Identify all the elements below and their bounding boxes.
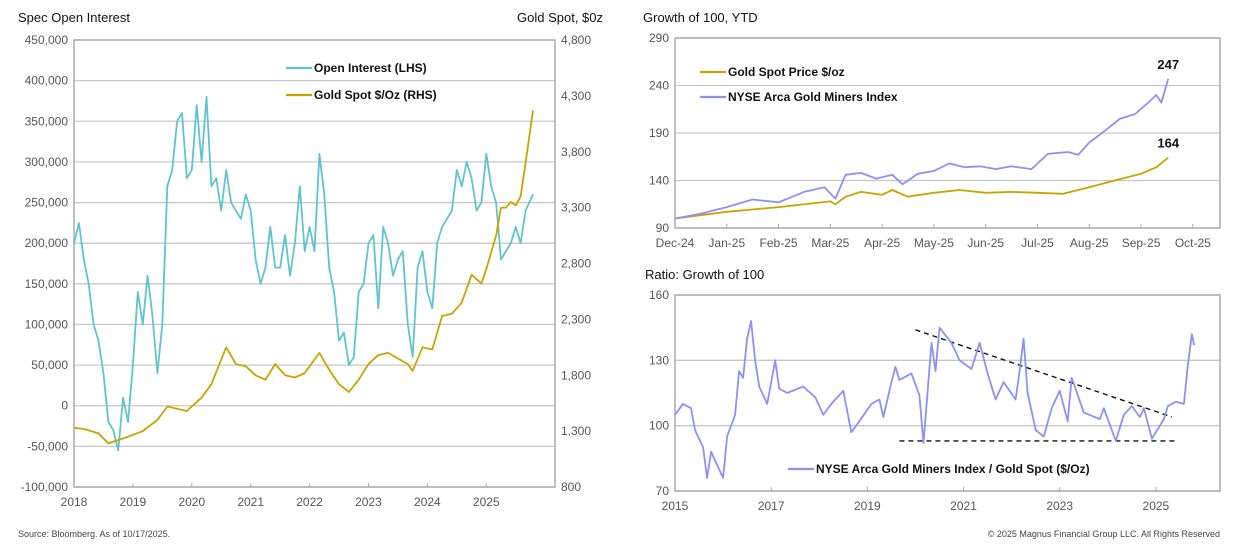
y-tick-label: 250,000 [25,196,69,210]
x-tick-label: Dec-24 [656,236,695,250]
y-tick-label: 70 [656,484,670,498]
x-tick-label: 2025 [473,495,500,509]
y-right-tick-label: 3,300 [561,201,591,215]
x-tick-label: 2024 [414,495,441,509]
x-tick-label: 2021 [237,495,264,509]
chart2-growth-ytd: 90 140 190 240 290 Dec-24 Jan-25 Feb-25 Mar-25 Ap… [649,31,1221,250]
x-tick-label: 2020 [178,495,205,509]
y-tick-label: 90 [656,221,670,235]
x-tick-label: Feb-25 [760,236,798,250]
y-tick-label: 300,000 [25,155,69,169]
y-tick-label: 140 [649,174,669,188]
y-right-tick-label: 1,300 [561,424,591,438]
series-line-1 [73,110,534,445]
series-line-0 [674,320,1195,479]
y-right-tick-label: 4,800 [561,33,591,47]
y-tick-label: 130 [649,353,669,367]
plot-frame [674,294,1221,492]
x-tick-label: 2021 [950,499,977,513]
x-tick-label: Jan-25 [708,236,745,250]
y-tick-label: 100,000 [25,317,69,331]
end-data-label: 164 [1157,136,1179,151]
y-tick-label: 240 [649,79,669,93]
x-tick-label: 2023 [355,495,382,509]
source-note: Source: Bloomberg. As of 10/17/2025. [18,529,170,539]
x-tick-label: 2022 [296,495,323,509]
x-tick-label: Apr-25 [864,236,900,250]
copyright-note: © 2025 Magnus Financial Group LLC. All R… [988,529,1220,539]
x-tick-label: 2017 [758,499,785,513]
y-tick-label: 100 [649,419,669,433]
y-tick-label: 400,000 [25,74,69,88]
y-tick-label: 450,000 [25,33,69,47]
series-line-0 [674,156,1169,220]
legend-label: Open Interest (LHS) [314,61,427,75]
x-tick-label: 2025 [1143,499,1170,513]
y-tick-label: 50,000 [31,358,68,372]
x-tick-label: Jul-25 [1021,236,1054,250]
y-tick-label: 160 [649,288,669,302]
chart1-left-axis-title: Spec Open Interest [18,10,130,25]
y-right-tick-label: 1,800 [561,368,591,382]
y-right-tick-label: 2,800 [561,257,591,271]
x-tick-label: Jun-25 [967,236,1004,250]
y-tick-label: 350,000 [25,114,69,128]
x-tick-label: Oct-25 [1175,236,1211,250]
x-tick-label: 2015 [662,499,689,513]
y-tick-label: 0 [61,399,68,413]
y-tick-label: -100,000 [21,480,69,494]
x-tick-label: 2019 [120,495,147,509]
x-tick-label: 2023 [1046,499,1073,513]
x-tick-label: 2018 [61,495,88,509]
y-tick-label: 150,000 [25,277,69,291]
x-tick-label: 2019 [854,499,881,513]
legend-label: NYSE Arca Gold Miners Index / Gold Spot … [816,462,1090,476]
chart2-title: Growth of 100, YTD [643,10,758,25]
legend-label: Gold Spot $/Oz (RHS) [314,88,437,102]
series-line-0 [73,96,534,452]
y-tick-label: -50,000 [27,439,68,453]
chart1-right-axis-title: Gold Spot, $0z [517,10,603,25]
plot-frame [73,39,556,488]
y-tick-label: 190 [649,126,669,140]
chart1-open-interest: -100,000 -50,000 0 50,000 100,000 150,000 200,… [21,33,592,509]
y-tick-label: 200,000 [25,236,69,250]
y-right-tick-label: 3,800 [561,145,591,159]
series-line-1 [674,78,1170,220]
legend-label: Gold Spot Price $/oz [728,65,845,79]
legend-label: NYSE Arca Gold Miners Index [728,90,898,104]
x-tick-label: Mar-25 [811,236,849,250]
y-right-tick-label: 4,300 [561,89,591,103]
x-tick-label: Aug-25 [1070,236,1109,250]
trendline [915,329,1173,418]
y-tick-label: 290 [649,31,669,45]
x-tick-label: May-25 [914,236,954,250]
x-tick-label: Sep-25 [1122,236,1161,250]
plot-frame [674,37,1221,229]
end-data-label: 247 [1157,57,1179,72]
y-right-tick-label: 800 [561,480,581,494]
y-right-tick-label: 2,300 [561,312,591,326]
chart3-title: Ratio: Growth of 100 [645,267,764,282]
chart3-ratio: 70 100 130 160 2015 2017 2019 2021 2023 2025 NYSE … [649,288,1221,513]
